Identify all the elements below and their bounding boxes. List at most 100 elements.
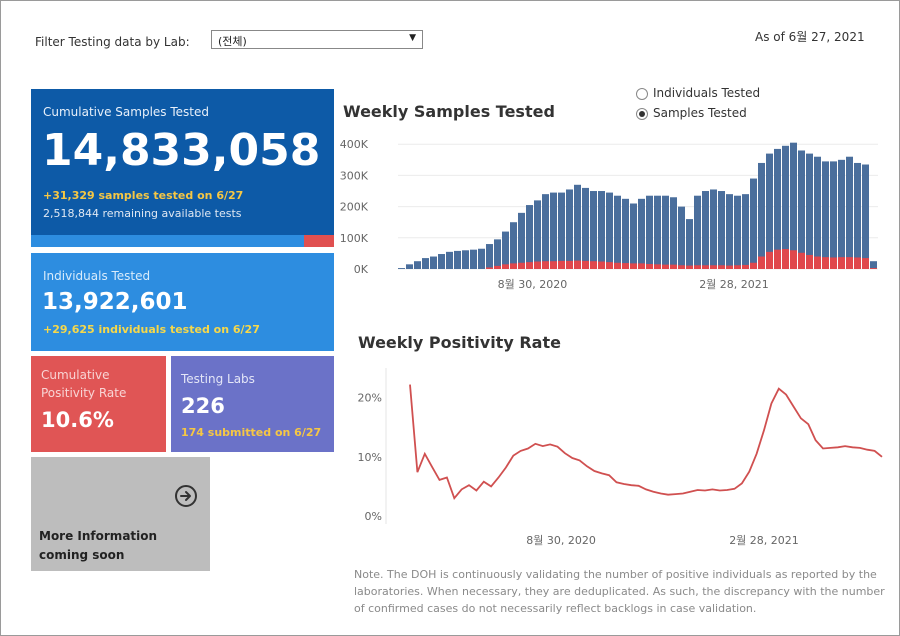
radio-samples-dot[interactable] — [636, 108, 648, 120]
bar-positive — [646, 264, 653, 269]
bar-samples — [590, 191, 597, 269]
more-information-card[interactable]: More Information coming soon — [31, 457, 210, 571]
bar-positive — [590, 261, 597, 269]
bar-samples — [462, 250, 469, 269]
bar-samples — [566, 189, 573, 269]
bar-positive — [806, 254, 813, 269]
bar-positive — [798, 252, 805, 269]
bar-samples — [646, 195, 653, 269]
bar-positive — [702, 265, 709, 269]
bar-positive — [486, 267, 493, 269]
individuals-tested-card: Individuals Tested 13,922,601 +29,625 in… — [31, 253, 334, 351]
bar-y-tick-label: 200K — [340, 201, 369, 214]
bar-samples — [822, 161, 829, 269]
metric-toggle: Individuals Tested Samples Tested — [636, 86, 760, 126]
bar-positive — [726, 265, 733, 269]
bar-positive — [534, 261, 541, 269]
bar-positive — [694, 265, 701, 269]
bar-samples — [470, 249, 477, 269]
bar-positive — [742, 264, 749, 269]
arrow-circle-right-icon[interactable] — [174, 484, 198, 508]
testing-labs-value: 226 — [181, 394, 225, 418]
bar-samples — [750, 178, 757, 269]
bar-samples — [686, 219, 693, 269]
bar-positive — [790, 250, 797, 269]
positivity-rate-value: 10.6% — [41, 408, 114, 432]
bar-positive — [630, 263, 637, 269]
positivity-rate-title: Cumulative Positivity Rate — [41, 368, 127, 400]
bar-samples — [662, 195, 669, 269]
bar-positive — [750, 262, 757, 269]
bar-positive — [774, 249, 781, 269]
positivity-line — [409, 384, 883, 500]
bar-positive — [718, 265, 725, 269]
bar-samples — [638, 198, 645, 269]
labs-submitted-today: 174 submitted on 6/27 — [181, 426, 322, 439]
bar-positive — [670, 264, 677, 269]
bar-samples — [486, 244, 493, 269]
bar-positive — [782, 249, 789, 269]
bar-samples — [398, 268, 405, 269]
cumulative-samples-value: 14,833,058 — [42, 125, 321, 176]
bar-y-tick-label: 100K — [340, 232, 369, 245]
bar-y-tick-label: 400K — [340, 138, 369, 151]
bar-samples — [742, 194, 749, 269]
bar-samples — [518, 212, 525, 269]
bar-samples — [854, 162, 861, 269]
bar-samples — [550, 192, 557, 269]
bar-samples — [782, 145, 789, 269]
line-y-tick-label: 20% — [358, 392, 382, 405]
bar-positive — [574, 260, 581, 269]
bar-positive — [854, 257, 861, 269]
bar-samples — [422, 258, 429, 269]
bar-samples — [870, 261, 877, 269]
lab-filter-select[interactable]: (전체) ▼ — [211, 30, 423, 49]
tests-usage-fill — [31, 235, 304, 247]
bar-samples — [798, 150, 805, 269]
bar-positive — [814, 256, 821, 269]
bar-positive — [638, 263, 645, 269]
more-information-text: More Information coming soon — [39, 529, 158, 562]
radio-samples-tested[interactable]: Samples Tested — [636, 106, 760, 126]
line-y-tick-label: 0% — [365, 510, 382, 523]
lab-filter-value: (전체) — [218, 35, 247, 48]
bar-samples — [814, 156, 821, 269]
bar-x-tick-label: 2월 28, 2021 — [699, 278, 769, 291]
bar-samples — [622, 198, 629, 269]
dropdown-caret-icon[interactable]: ▼ — [409, 33, 416, 43]
bar-positive — [598, 261, 605, 269]
bar-samples — [542, 194, 549, 269]
bar-positive — [870, 268, 877, 269]
bar-samples — [414, 261, 421, 269]
cumulative-samples-title: Cumulative Samples Tested — [43, 105, 209, 119]
radio-individuals-tested[interactable]: Individuals Tested — [636, 86, 760, 106]
bar-positive — [662, 264, 669, 269]
bar-positive — [518, 262, 525, 269]
radio-individuals-dot[interactable] — [636, 88, 648, 100]
remaining-tests: 2,518,844 remaining available tests — [43, 207, 242, 220]
bar-positive — [502, 264, 509, 269]
bar-positive — [614, 262, 621, 269]
bar-positive — [526, 262, 533, 269]
bar-samples — [406, 264, 413, 269]
testing-labs-title: Testing Labs — [181, 372, 255, 386]
line-x-tick-label: 2월 28, 2021 — [729, 534, 799, 547]
samples-added-today: +31,329 samples tested on 6/27 — [43, 189, 244, 202]
bar-positive — [734, 265, 741, 269]
bar-samples — [598, 191, 605, 269]
radio-individuals-label: Individuals Tested — [653, 86, 761, 100]
bar-samples — [534, 200, 541, 269]
bar-positive — [758, 256, 765, 269]
bar-samples — [718, 191, 725, 269]
bar-samples — [710, 189, 717, 269]
bar-samples — [502, 231, 509, 269]
as-of-date: As of 6월 27, 2021 — [755, 30, 865, 44]
bar-samples — [806, 153, 813, 269]
individuals-tested-value: 13,922,601 — [42, 289, 188, 315]
bar-positive — [566, 260, 573, 269]
bar-samples — [630, 203, 637, 269]
bar-positive — [654, 264, 661, 269]
bar-samples — [670, 197, 677, 269]
bar-samples — [790, 142, 797, 269]
bar-samples — [574, 184, 581, 269]
